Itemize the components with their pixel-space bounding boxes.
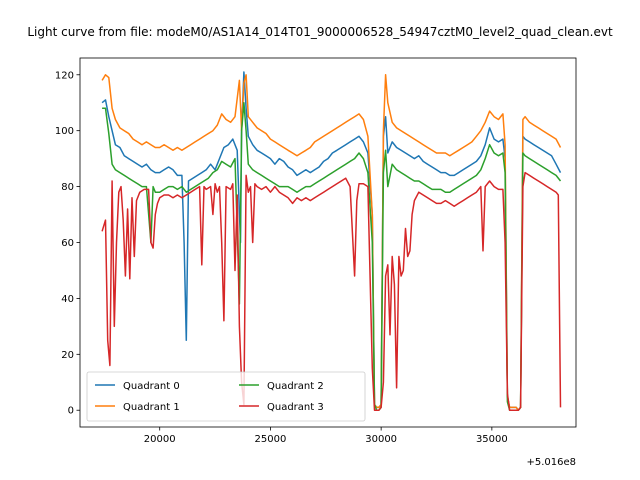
y-tick-label: 80 xyxy=(61,182,74,193)
legend-label-quadrant-3: Quadrant 3 xyxy=(267,402,324,413)
y-axis: 0 20 40 60 80 100 120 xyxy=(55,70,80,417)
series-line-quadrant-3 xyxy=(101,171,562,411)
chart-title: Light curve from file: modeM0/AS1A14_014… xyxy=(27,25,613,39)
x-tick-label: 25000 xyxy=(255,434,287,445)
legend: Quadrant 0 Quadrant 1 Quadrant 2 Quadrant 3 xyxy=(86,371,366,422)
y-tick-label: 0 xyxy=(68,406,74,417)
legend-box xyxy=(86,371,366,422)
x-axis: 20000 25000 30000 35000 xyxy=(144,427,508,445)
y-tick-label: 120 xyxy=(55,70,74,81)
y-tick-label: 60 xyxy=(61,238,74,249)
legend-label-quadrant-1: Quadrant 1 xyxy=(123,402,180,413)
series-line-quadrant-0 xyxy=(101,71,562,411)
y-tick-label: 100 xyxy=(55,126,74,137)
y-tick-label: 20 xyxy=(61,350,74,361)
x-tick-label: 20000 xyxy=(144,434,176,445)
x-axis-offset-label: +5.016e8 xyxy=(526,457,576,468)
x-tick-label: 35000 xyxy=(476,434,508,445)
series-layer xyxy=(101,71,562,411)
series-line-quadrant-1 xyxy=(101,74,562,411)
x-tick-label: 30000 xyxy=(365,434,397,445)
y-tick-label: 40 xyxy=(61,294,74,305)
legend-label-quadrant-2: Quadrant 2 xyxy=(267,381,324,392)
series-line-quadrant-2 xyxy=(102,101,562,411)
legend-label-quadrant-0: Quadrant 0 xyxy=(123,381,180,392)
